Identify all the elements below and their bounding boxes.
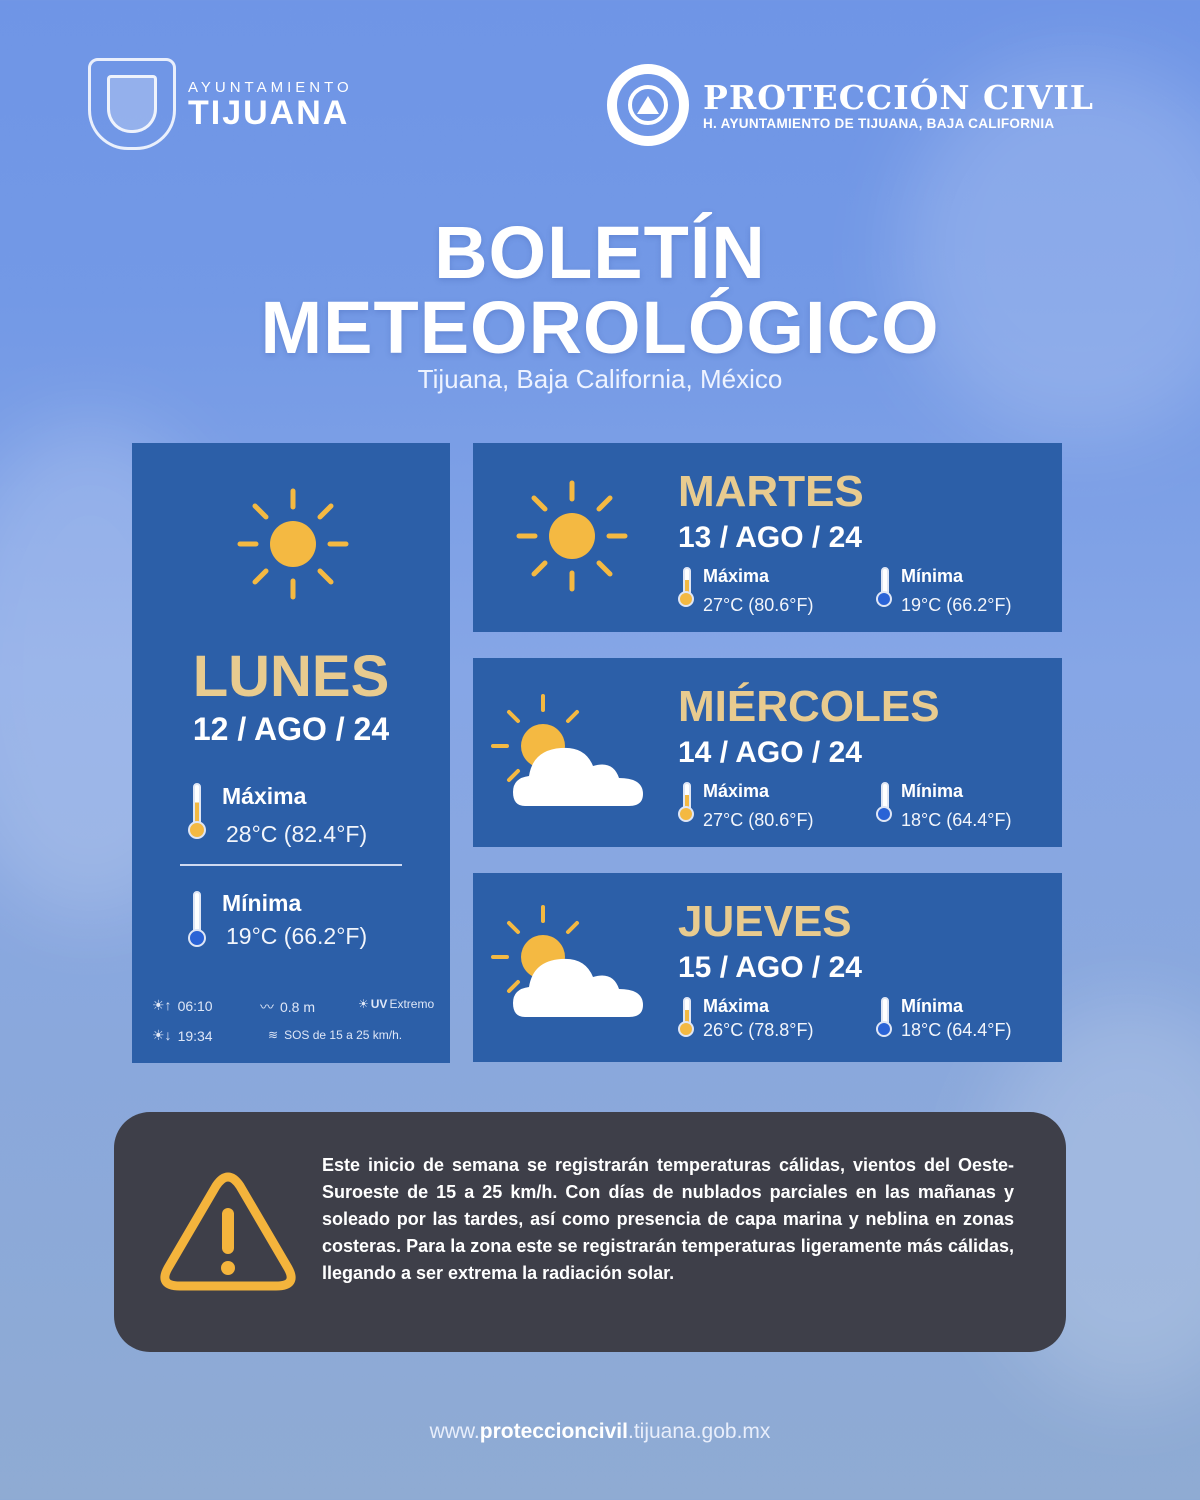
forecast-min-label: Mínima: [901, 781, 964, 801]
ayuntamiento-label: AYUNTAMIENTO: [188, 78, 353, 96]
sunrise-time: 06:10: [177, 997, 213, 1014]
today-min-value: 19°C (66.2°F): [226, 923, 368, 949]
sunrise-info: ☀↑ 06:10: [152, 997, 213, 1014]
forecast-max-label: Máxima: [703, 566, 770, 586]
thermometer-min-icon: [876, 567, 894, 611]
uv-info: ☀ UV Extremo: [358, 997, 434, 1011]
forecast-min-value: 19°C (66.2°F): [901, 595, 1012, 615]
forecast-card-jueves: JUEVES 15 / AGO / 24 Máxima 26°C (78.8°F…: [473, 873, 1062, 1062]
wave-height: 0.8 m: [280, 999, 316, 1015]
thermometer-max-icon: [678, 567, 696, 611]
today-date: 12 / AGO / 24: [192, 711, 390, 747]
forecast-min-label: Mínima: [901, 996, 964, 1016]
tijuana-crest-icon: [88, 58, 176, 150]
url-prefix: www.: [429, 1420, 480, 1443]
weather-alert-box: Este inicio de semana se registrarán tem…: [114, 1112, 1066, 1352]
sun-icon: [516, 480, 628, 592]
forecast-max-value: 26°C (78.8°F): [703, 1020, 814, 1040]
bulletin-title-line1: BOLETÍN: [434, 211, 766, 294]
background-haze: [900, 60, 1200, 440]
forecast-min-label: Mínima: [901, 566, 964, 586]
wind-icon: ≋: [268, 1028, 279, 1042]
forecast-day: MARTES: [678, 467, 864, 516]
sun-icon: [237, 488, 349, 600]
proteccion-civil-subtitle: H. AYUNTAMIENTO DE TIJUANA, BAJA CALIFOR…: [703, 115, 1055, 131]
forecast-max-value: 27°C (80.6°F): [703, 595, 814, 615]
location-subtitle: Tijuana, Baja California, México: [417, 364, 783, 394]
thermometer-min-icon: [876, 782, 894, 826]
thermometer-max-icon: [678, 782, 696, 826]
today-min-label: Mínima: [222, 890, 302, 916]
forecast-card-miercoles: MIÉRCOLES 14 / AGO / 24 Máxima 27°C (80.…: [473, 658, 1062, 847]
forecast-max-label: Máxima: [703, 781, 770, 801]
forecast-min-value: 18°C (64.4°F): [901, 810, 1012, 830]
forecast-max-value: 27°C (80.6°F): [703, 810, 814, 830]
forecast-date: 15 / AGO / 24: [678, 951, 862, 984]
uv-value: Extremo: [389, 997, 435, 1011]
forecast-min-value: 18°C (64.4°F): [901, 1020, 1012, 1040]
tijuana-label: TIJUANA: [188, 93, 350, 132]
wind-value: SOS de 15 a 25 km/h.: [284, 1028, 403, 1042]
sunrise-icon: ☀↑: [152, 997, 172, 1013]
warning-icon: [160, 1172, 296, 1291]
uv-sun-icon: ☀: [358, 997, 369, 1011]
divider: [180, 864, 402, 866]
today-day: LUNES: [192, 644, 390, 709]
forecast-day: MIÉRCOLES: [678, 682, 940, 731]
thermometer-min-icon: [876, 997, 894, 1041]
bulletin-title-line2: METEOROLÓGICO: [260, 286, 940, 369]
forecast-day: JUEVES: [678, 897, 852, 946]
sunset-time: 19:34: [177, 1027, 213, 1044]
forecast-date: 13 / AGO / 24: [678, 521, 862, 554]
forecast-max-label: Máxima: [703, 996, 770, 1016]
today-max-value: 28°C (82.4°F): [226, 821, 368, 847]
thermometer-max-icon: [188, 783, 206, 845]
forecast-card-martes: MARTES 13 / AGO / 24 Máxima 27°C (80.6°F…: [473, 443, 1062, 632]
partly-cloudy-icon: [491, 905, 643, 1017]
proteccion-civil-logo: PROTECCIÓN CIVIL H. AYUNTAMIENTO DE TIJU…: [607, 64, 1094, 146]
proteccion-civil-title: PROTECCIÓN CIVIL: [703, 77, 1095, 117]
website-link[interactable]: www.proteccioncivil.tijuana.gob.mx: [0, 1420, 1200, 1444]
proteccion-civil-emblem-icon: [607, 64, 689, 146]
partly-cloudy-icon: [491, 694, 643, 806]
today-max-label: Máxima: [222, 783, 307, 809]
waves-icon: 〰: [260, 999, 274, 1015]
thermometer-max-icon: [678, 997, 696, 1041]
waves-info: 〰 0.8 m: [260, 997, 315, 1017]
uv-label: UV: [370, 997, 388, 1011]
alert-text: Este inicio de semana se registrarán tem…: [322, 1155, 1014, 1283]
thermometer-min-icon: [188, 891, 206, 953]
wind-info: ≋ SOS de 15 a 25 km/h.: [268, 1028, 402, 1042]
url-suffix: .tijuana.gob.mx: [627, 1420, 771, 1443]
forecast-date: 14 / AGO / 24: [678, 736, 862, 769]
sunset-info: ☀↓ 19:34: [152, 1027, 213, 1044]
today-card: LUNES 12 / AGO / 24 Máxima 28°C (82.4°F)…: [132, 443, 450, 1063]
sunset-icon: ☀↓: [152, 1027, 172, 1043]
ayuntamiento-logo: AYUNTAMIENTO TIJUANA: [88, 58, 353, 150]
url-domain: proteccioncivil: [479, 1420, 628, 1443]
